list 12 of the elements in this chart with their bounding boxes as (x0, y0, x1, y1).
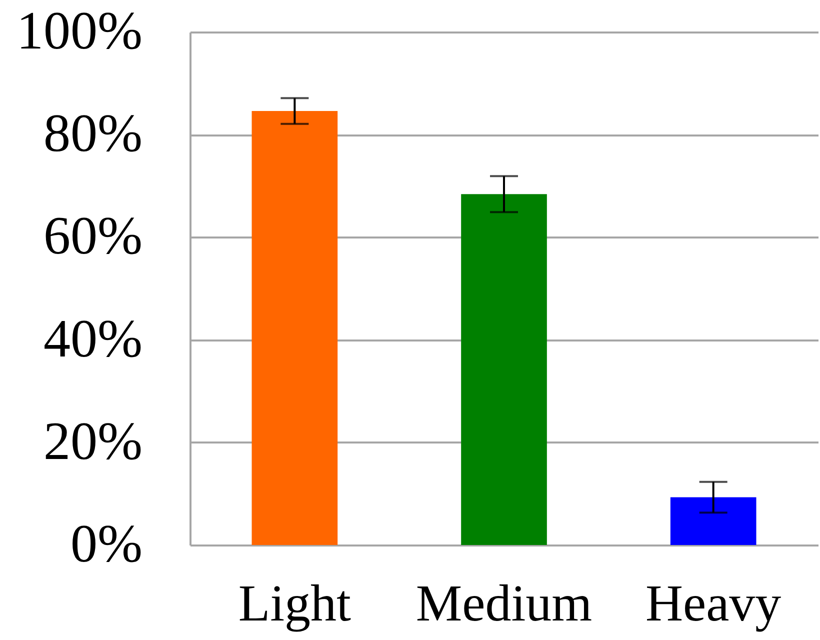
x-tick-label: Heavy (645, 576, 782, 632)
y-tick-label: 80% (44, 103, 142, 164)
y-tick-label: 100% (16, 0, 142, 60)
y-tick-label: 60% (44, 206, 142, 266)
bar (461, 194, 547, 545)
bar (670, 497, 756, 545)
y-tick-label: 20% (44, 410, 142, 471)
bar (252, 111, 338, 545)
y-tick-label: 0% (70, 514, 142, 574)
x-tick-label: Light (238, 576, 352, 632)
y-tick-label: 40% (44, 308, 142, 368)
x-tick-label: Medium (416, 576, 592, 632)
